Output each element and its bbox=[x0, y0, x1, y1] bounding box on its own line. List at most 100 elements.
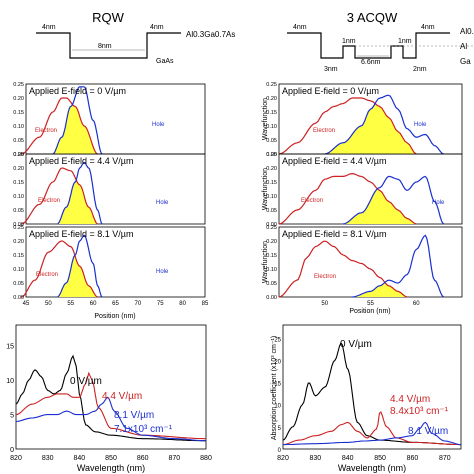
acqw-panel-3-y-tick-2: 0.10 bbox=[266, 267, 277, 273]
acqw-panel-3-y-tick-0: 0.00 bbox=[266, 295, 277, 301]
rqw-x-tick-7: 80 bbox=[179, 301, 186, 307]
rqw-xlabel: Position (nm) bbox=[94, 313, 135, 320]
rqw-panel-1-overlap-area bbox=[52, 104, 98, 154]
spectra-right-label-44v: 4.4 V/µm bbox=[390, 394, 430, 405]
rqw-panel-1: Applied E-field = 0 V/µm Electron Hole bbox=[21, 83, 206, 155]
rqw-x-tick-8: 85 bbox=[202, 301, 209, 307]
acqw-panel-2-electron-curve bbox=[278, 172, 417, 225]
rqw-panel-1-y-tick-1: 0.05 bbox=[13, 138, 24, 144]
acqw-panel-2-hole-label: Hole bbox=[432, 200, 445, 206]
rqw-x-tick-3: 60 bbox=[90, 301, 97, 307]
acqw-panel-1-electron-curve bbox=[278, 97, 417, 155]
spectra-right-x-tick-4: 860 bbox=[407, 455, 419, 462]
rqw-well-profile bbox=[36, 32, 181, 59]
acqw-panel-3: Applied E-field = 8.1 V/µm Electron bbox=[278, 226, 463, 298]
spectra-right-x-tick-1: 830 bbox=[310, 455, 322, 462]
rqw-panel-2-electron-label: Electron bbox=[38, 198, 60, 204]
rqw-panel-1-hole-label: Hole bbox=[152, 122, 165, 128]
rqw-panel-2-y-tick-3: 0.15 bbox=[13, 180, 24, 186]
rqw-panel-3-frame bbox=[25, 226, 206, 298]
acqw-xlabel: Position (nm) bbox=[349, 308, 390, 315]
spectra-left-y-tick-0: 0 bbox=[10, 447, 14, 454]
acqw-panel-1-y-tick-0: 0.00 bbox=[266, 152, 277, 158]
spectra-right-series-1 bbox=[282, 411, 461, 446]
rqw-panel-1-field: Applied E-field = 0 V/µm bbox=[29, 86, 126, 96]
acqw-panel-2-y-tick-0: 0.00 bbox=[266, 222, 277, 228]
acqw-panel-3-overlap-area bbox=[352, 282, 408, 297]
spectra-left-series-1 bbox=[15, 371, 206, 440]
rqw-panel-1-y-tick-5: 0.25 bbox=[13, 82, 24, 88]
rqw-panel-2-electron-curve bbox=[21, 167, 98, 225]
rqw-panel-1-y-tick-0: 0.00 bbox=[13, 152, 24, 158]
rqw-well-material: GaAs bbox=[156, 58, 174, 65]
rqw-panel-2-y-tick-1: 0.05 bbox=[13, 208, 24, 214]
spectra-right-ylabel: Absorption coefficient (x10³ cm⁻¹) bbox=[271, 336, 278, 440]
acqw-panel-3-electron-curve bbox=[278, 240, 408, 298]
acqw-ylabel-2: Wavefunction bbox=[262, 168, 269, 210]
acqw-panel-2-y-tick-1: 0.05 bbox=[266, 208, 277, 214]
rqw-x-tick-4: 65 bbox=[112, 301, 119, 307]
acqw-well-2-width: 6.6nm bbox=[361, 59, 381, 66]
rqw-panel-3-field: Applied E-field = 8.1 V/µm bbox=[29, 229, 134, 239]
rqw-panel-3-y-tick-3: 0.15 bbox=[13, 253, 24, 259]
spectra-left-x-tick-6: 880 bbox=[200, 455, 212, 462]
spectra-right-y-tick-2: 10 bbox=[274, 404, 281, 410]
spectra-right-x-tick-0: 820 bbox=[277, 455, 289, 462]
rqw-panel-3-y-tick-1: 0.05 bbox=[13, 281, 24, 287]
acqw-barrier-2-width: 1nm bbox=[398, 38, 412, 45]
acqw-panel-1-hole-label: Hole bbox=[414, 122, 427, 128]
rqw-panel-3-electron-curve bbox=[21, 240, 98, 298]
rqw-panel-2-hole-curve bbox=[57, 161, 103, 225]
rqw-panel-1-y-tick-3: 0.15 bbox=[13, 110, 24, 116]
acqw-left-barrier-width: 4nm bbox=[293, 24, 307, 31]
spectra-right-label-81v: 8.1 V/µm bbox=[408, 426, 448, 437]
acqw-panel-2-y-tick-2: 0.10 bbox=[266, 194, 277, 200]
acqw-ylabel-1: Wavefunction bbox=[262, 98, 269, 140]
acqw-panel-1-y-tick-2: 0.10 bbox=[266, 124, 277, 130]
rqw-panel-2-frame bbox=[25, 153, 206, 225]
acqw-panel-3-y-tick-5: 0.25 bbox=[266, 225, 277, 231]
acqw-ylabel-3: Wavefunction bbox=[262, 241, 269, 283]
rqw-panel-2-y-tick-0: 0.00 bbox=[13, 222, 24, 228]
acqw-panel-2-overlap-area bbox=[343, 188, 417, 224]
spectra-right-xlabel: Wavelength (nm) bbox=[338, 463, 406, 473]
acqw-right-barrier-width: 4nm bbox=[421, 24, 435, 31]
acqw-panel-2-plot bbox=[278, 172, 445, 225]
rqw-axis-ticks: 0.000.050.100.150.200.250.000.050.100.15… bbox=[13, 82, 209, 307]
spectra-left-xlabel: Wavelength (nm) bbox=[77, 463, 145, 473]
spectra-right-frame bbox=[282, 324, 462, 450]
rqw-panel-1-hole-curve bbox=[52, 86, 103, 155]
spectra-left-x-tick-5: 870 bbox=[168, 455, 180, 462]
acqw-title: 3 ACQW bbox=[347, 10, 398, 25]
spectra-left-plot bbox=[15, 354, 206, 442]
spectra-right-y-tick-0: 0 bbox=[278, 448, 282, 454]
acqw-panel-3-y-tick-4: 0.20 bbox=[266, 239, 277, 245]
acqw-panel-3-y-tick-1: 0.05 bbox=[266, 281, 277, 287]
acqw-panel-2-field: Applied E-field = 4.4 V/µm bbox=[282, 156, 387, 166]
acqw-panel-1: Applied E-field = 0 V/µm Electron Hole bbox=[278, 83, 463, 155]
spectra-left-x-tick-0: 820 bbox=[10, 455, 22, 462]
spectra-right-x-tick-2: 840 bbox=[342, 455, 354, 462]
acqw-panel-3-field: Applied E-field = 8.1 V/µm bbox=[282, 229, 387, 239]
rqw-left-barrier-width: 4nm bbox=[42, 24, 56, 31]
rqw-panel-3: Applied E-field = 8.1 V/µm Electron Hole bbox=[21, 226, 206, 298]
acqw-panel-3-y-tick-3: 0.15 bbox=[266, 253, 277, 259]
acqw-panel-2-electron-label: Electron bbox=[301, 198, 323, 204]
spectra-right-ticks: 820 830 840 850 860 870 0 5 10 15 20 25 bbox=[274, 337, 450, 462]
acqw-barrier-material-2: Al bbox=[460, 42, 467, 51]
acqw-x-tick-1: 55 bbox=[367, 301, 374, 307]
acqw-panel-1-hole-curve bbox=[324, 94, 444, 155]
rqw-panel-3-electron-label: Electron bbox=[36, 272, 58, 278]
acqw-panel-2: Applied E-field = 4.4 V/µm Electron Hole bbox=[278, 153, 463, 225]
acqw-panel-3-electron-label: Electron bbox=[314, 274, 336, 280]
acqw-well-diagram: 4nm 4nm 1nm 1nm 3nm 6.6nm 2nm Al0. Al Ga bbox=[287, 24, 474, 73]
spectra-right-series-2 bbox=[283, 421, 462, 446]
acqw-panel-1-y-tick-4: 0.20 bbox=[266, 96, 277, 102]
acqw-panel-2-y-tick-4: 0.20 bbox=[266, 166, 277, 172]
spectra-left-x-tick-3: 850 bbox=[105, 455, 117, 462]
acqw-panel-3-hole-curve bbox=[352, 234, 445, 298]
acqw-panel-2-hole-curve bbox=[342, 175, 445, 225]
acqw-panel-1-y-tick-1: 0.05 bbox=[266, 138, 277, 144]
acqw-x-tick-2: 60 bbox=[413, 301, 420, 307]
